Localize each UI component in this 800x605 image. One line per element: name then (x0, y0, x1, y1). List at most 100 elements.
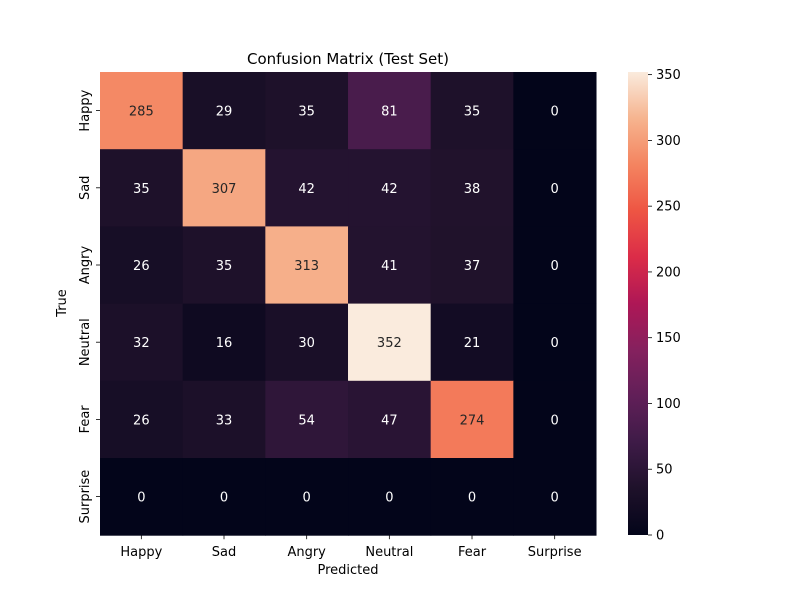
cell-value-label: 0 (551, 259, 559, 274)
cell-value-label: 0 (551, 336, 559, 351)
x-tick-label: Neutral (365, 545, 413, 560)
x-tick-label: Sad (212, 545, 236, 560)
cell-value-label: 0 (137, 491, 145, 506)
y-tick-label: Angry (78, 245, 93, 284)
heatmap-cell (513, 458, 597, 536)
x-tick-label: Happy (120, 545, 162, 560)
cell-value-label: 0 (303, 491, 311, 506)
colorbar-tick-label: 350 (656, 68, 681, 83)
cell-value-label: 32 (133, 336, 150, 351)
colorbar-tick-label: 100 (656, 397, 681, 412)
heatmap-cell (348, 458, 432, 536)
heatmap-cells (100, 72, 597, 536)
y-axis-label: True (55, 289, 70, 318)
cell-value-label: 35 (216, 259, 233, 274)
heatmap-cell (265, 458, 349, 536)
cell-value-label: 285 (129, 105, 154, 120)
heatmap-cell (430, 226, 514, 305)
heatmap-cell (430, 458, 514, 536)
heatmap-cell (265, 226, 349, 305)
heatmap-cell (348, 226, 432, 305)
cell-value-label: 0 (551, 413, 559, 428)
x-tick-labels: Happy Sad Angry Neutral Fear Surprise (120, 535, 582, 560)
heatmap-cell (100, 380, 184, 459)
y-tick-label: Neutral (78, 318, 93, 366)
y-tick-label: Fear (78, 405, 93, 434)
heatmap-cell (182, 226, 266, 305)
cell-value-label: 16 (216, 336, 233, 351)
cell-value-label: 274 (460, 413, 485, 428)
heatmap-cell (430, 72, 514, 150)
y-tick-label: Surprise (78, 470, 93, 524)
heatmap-cell (100, 226, 184, 305)
heatmap-cell (348, 149, 432, 227)
cell-value-label: 41 (381, 259, 398, 274)
heatmap-cell (513, 380, 597, 459)
x-axis-label: Predicted (317, 563, 378, 578)
colorbar-gradient (628, 72, 648, 535)
colorbar-tick-label: 250 (656, 200, 681, 215)
heatmap-cell (182, 380, 266, 459)
heatmap-cell (430, 303, 514, 382)
heatmap-cell (182, 303, 266, 382)
heatmap-cell (100, 303, 184, 382)
cell-value-label: 54 (298, 413, 315, 428)
heatmap-cell (265, 149, 349, 227)
cell-value-label: 38 (464, 182, 481, 197)
heatmap-cell (265, 72, 349, 150)
colorbar-tick-label: 50 (656, 463, 673, 478)
cell-value-label: 35 (464, 105, 481, 120)
cell-value-label: 26 (133, 259, 150, 274)
heatmap-cell (348, 380, 432, 459)
heatmap-cell (265, 380, 349, 459)
cell-value-label: 0 (551, 105, 559, 120)
cell-value-label: 0 (551, 182, 559, 197)
colorbar-tick-label: 150 (656, 331, 681, 346)
x-tick-label: Fear (458, 545, 487, 560)
chart-title: Confusion Matrix (Test Set) (247, 50, 449, 68)
y-tick-label: Sad (78, 176, 93, 200)
colorbar-tick-label: 300 (656, 134, 681, 149)
heatmap-cell (348, 303, 432, 382)
heatmap-cell (430, 149, 514, 227)
colorbar: 0 50 100 150 200 250 300 350 (628, 68, 681, 544)
y-tick-label: Happy (78, 89, 93, 131)
cell-value-label: 0 (468, 491, 476, 506)
heatmap-cell (430, 380, 514, 459)
cell-value-label: 42 (298, 182, 315, 197)
cell-value-label: 352 (377, 336, 402, 351)
heatmap-cell (100, 458, 184, 536)
cell-value-label: 29 (216, 105, 233, 120)
cell-value-label: 0 (551, 491, 559, 506)
colorbar-tick-label: 200 (656, 265, 681, 280)
cell-value-label: 0 (220, 491, 228, 506)
cell-value-label: 35 (298, 105, 315, 120)
cell-value-label: 21 (464, 336, 481, 351)
heatmap-cell (513, 72, 597, 150)
x-tick-label: Angry (287, 545, 326, 560)
cell-value-label: 81 (381, 105, 398, 120)
x-tick-label: Surprise (528, 545, 582, 560)
cell-value-label: 0 (385, 491, 393, 506)
heatmap-cell (513, 226, 597, 305)
cell-value-label: 47 (381, 413, 398, 428)
heatmap-cell (182, 149, 266, 227)
cell-value-label: 33 (216, 413, 233, 428)
cell-value-label: 307 (212, 182, 237, 197)
cell-value-label: 313 (294, 259, 319, 274)
heatmap-cell (513, 149, 597, 227)
cell-value-label: 30 (298, 336, 315, 351)
cell-annotations: 285 29 35 81 35 0 35 307 42 42 38 0 26 35 313 41 37 0 32 16… (129, 105, 559, 506)
cell-value-label: 42 (381, 182, 398, 197)
heatmap-cell (513, 303, 597, 382)
heatmap-cell (182, 458, 266, 536)
cell-value-label: 26 (133, 413, 150, 428)
cell-value-label: 37 (464, 259, 481, 274)
heatmap-cell (100, 149, 184, 227)
cell-value-label: 35 (133, 182, 150, 197)
y-tick-labels: Happy Sad Angry Neutral Fear Surprise (78, 89, 100, 524)
heatmap-cell (265, 303, 349, 382)
heatmap-cell (182, 72, 266, 150)
